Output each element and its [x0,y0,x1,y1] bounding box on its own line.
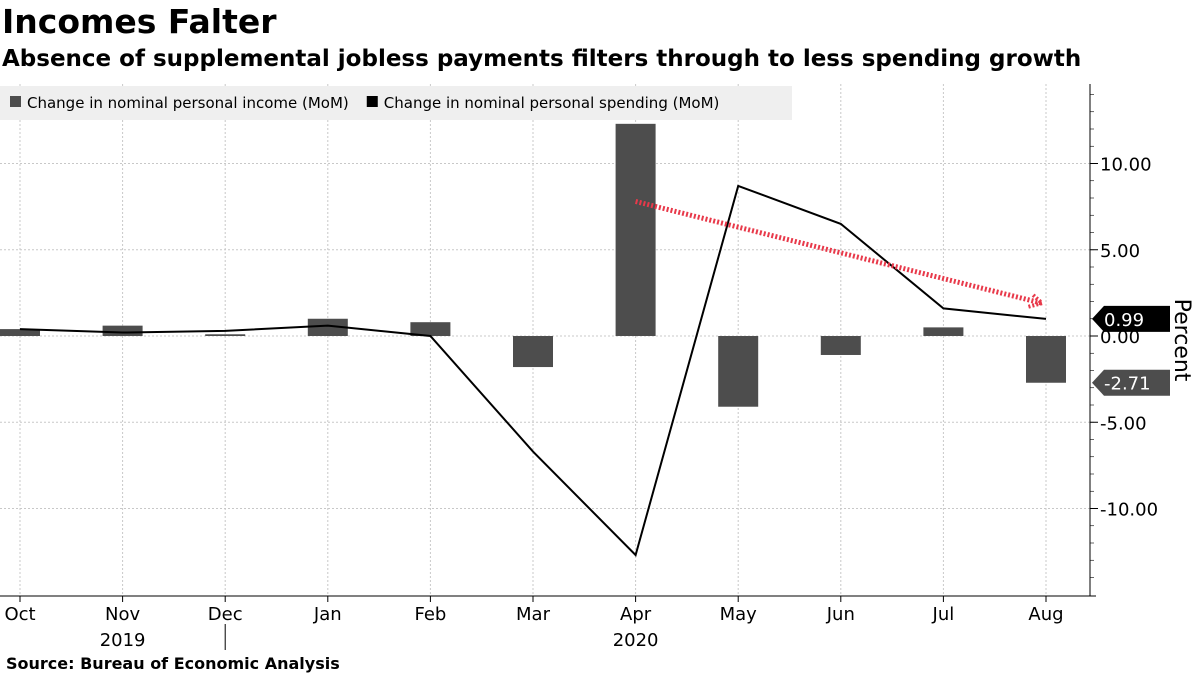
y-axis-label: Percent [1169,299,1194,382]
value-tag-label: -2.71 [1104,374,1151,395]
value-tag-0: 0.99 [1092,305,1170,332]
chart-subtitle: Absence of supplemental jobless payments… [2,46,1082,72]
x-tick-label-oct: Oct [4,604,35,625]
y-tick-label: 10.00 [1100,155,1152,176]
bar-jan [307,318,348,336]
bar-mar [513,336,553,368]
legend-label-0: Change in nominal personal income (MoM) [27,94,349,112]
x-tick-label-may: May [720,604,758,625]
x-tick-label-feb: Feb [414,604,446,625]
bar-jun [820,336,861,355]
y-tick-label: -5.00 [1100,413,1147,434]
x-tick-label-aug: Aug [1028,604,1063,625]
legend-swatch-1 [366,96,378,107]
bar-series [0,123,1066,407]
x-tick-label-mar: Mar [516,604,551,625]
trend-arrow [634,199,1047,309]
bar-jul [923,327,964,336]
bar-dec [205,334,246,336]
chart: 10.00 5.00 0.00 -5.00 -10.00 Oct Nov Dec Jan Feb M… [0,84,1194,650]
value-tags: 0.99 -2.71 [1092,305,1170,396]
line-series [19,184,1047,558]
trend-arrow-head [1027,292,1047,309]
bar-aug [1026,336,1066,383]
x-tick-label-jan: Jan [313,604,342,625]
legend: Change in nominal personal income (MoM) C… [0,86,792,120]
chart-title: Incomes Falter [2,2,277,41]
value-tag-shape [1092,305,1170,332]
bar-nov [102,325,143,336]
bar-apr [615,123,656,336]
bar-may [718,336,759,407]
legend-label-1: Change in nominal personal spending (MoM… [384,94,720,112]
value-tag-shape [1092,369,1170,396]
trend-arrow-shaft [634,199,1043,306]
y-tick-label: -10.00 [1100,500,1158,521]
x-tick-label-dec: Dec [208,604,243,625]
bar-feb [410,322,451,336]
y-tick-label: 0.00 [1100,327,1140,348]
y-tick-label: 5.00 [1100,241,1140,262]
source-note: Source: Bureau of Economic Analysis [6,654,340,673]
axes: 10.00 5.00 0.00 -5.00 -10.00 Oct Nov Dec Jan Feb M… [0,84,1194,650]
x-year-label-2020: 2020 [613,630,659,650]
x-tick-label-jun: Jun [826,604,855,625]
value-tag-label: 0.99 [1104,310,1144,331]
value-tag-1: -2.71 [1092,369,1170,396]
x-tick-label-apr: Apr [620,604,652,625]
x-tick-label-nov: Nov [105,604,140,625]
x-year-label-2019: 2019 [100,630,146,650]
legend-background [0,86,792,120]
x-tick-label-jul: Jul [932,604,955,625]
bar-oct [0,329,40,336]
legend-swatch-0 [10,96,21,107]
